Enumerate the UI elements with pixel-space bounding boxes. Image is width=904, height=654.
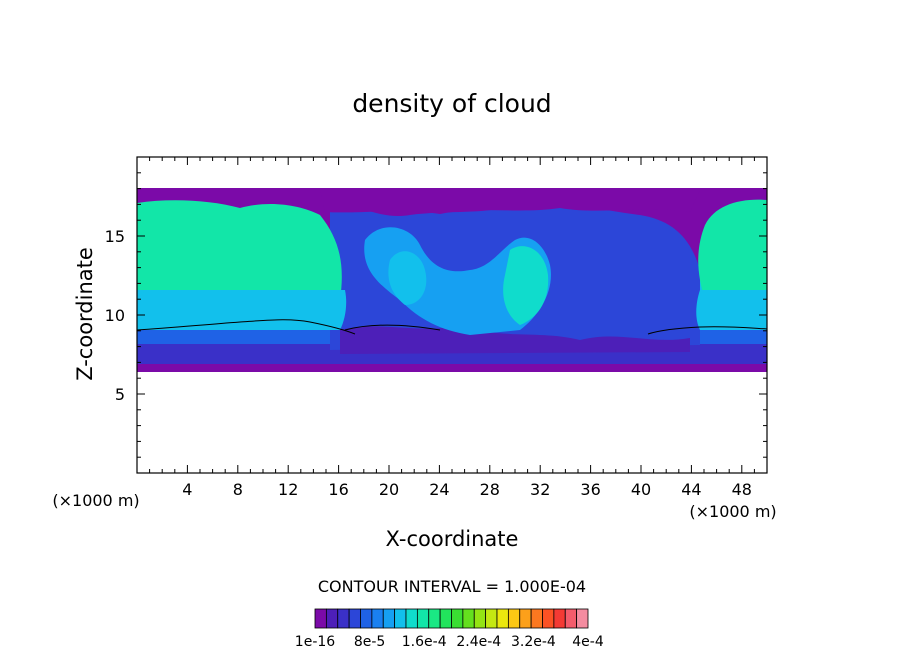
x-tick-label: 12	[278, 480, 298, 499]
colorbar-label: 1e-16	[295, 634, 335, 650]
colorbar-label: 1.6e-4	[402, 634, 447, 650]
x-unit-left: (×1000 m)	[52, 491, 139, 510]
x-tick-label: 4	[182, 480, 192, 499]
right-cloud-mass	[698, 199, 767, 300]
colorbar-label: 2.4e-4	[456, 634, 501, 650]
colorbar-swatch	[371, 608, 384, 629]
chart-title: density of cloud	[352, 89, 551, 118]
colorbar-swatch	[496, 608, 509, 629]
contour-line-center	[344, 324, 441, 331]
x-tick-label: 40	[631, 480, 651, 499]
contour-line-left	[137, 319, 356, 335]
colorbar-swatch	[564, 608, 578, 629]
colorbar-label: 4e-4	[572, 634, 604, 650]
contour-line-right	[647, 326, 767, 335]
y-axis-label: Z-coordinate	[73, 247, 97, 381]
x-tick-label: 24	[429, 480, 449, 499]
x-ticks: 4 8 12 16 20 24 28 32 36 40 44 48	[149, 157, 755, 499]
colorbar-swatch	[405, 608, 418, 629]
x-axis-label: X-coordinate	[386, 527, 519, 551]
colorbar-swatch	[530, 608, 543, 629]
colorbar-swatch	[451, 608, 464, 629]
colorbar-swatch	[485, 608, 498, 629]
colorbar-swatch	[473, 608, 487, 629]
colorbar-swatch	[576, 608, 589, 629]
colorbar-swatch	[314, 608, 327, 629]
central-dark-patches	[340, 325, 690, 354]
colorbar-swatch	[519, 608, 532, 629]
colorbar-swatch	[542, 608, 555, 629]
left-cloud-lower	[137, 290, 347, 330]
colorbar-swatch	[337, 608, 350, 629]
y-tick-label: 10	[105, 306, 125, 325]
colorbar-swatch	[382, 608, 396, 629]
right-cloud-lower	[696, 290, 767, 330]
colorbar-swatch	[394, 608, 407, 629]
colorbar-swatch	[507, 608, 521, 629]
left-cloud-mass	[137, 200, 342, 300]
colorbar-swatch	[416, 608, 430, 629]
colorbar-swatch	[348, 608, 361, 629]
x-tick-label: 20	[379, 480, 399, 499]
y-tick-label: 15	[105, 227, 125, 246]
x-tick-label: 48	[732, 480, 752, 499]
central-swirl-core-2	[388, 251, 427, 305]
colorbar-swatch	[553, 608, 566, 629]
x-tick-label: 36	[580, 480, 600, 499]
colorbar-swatch	[325, 608, 339, 629]
colorbar-swatch	[462, 608, 475, 629]
x-tick-label: 32	[530, 480, 550, 499]
top-purple-streaks	[320, 190, 700, 214]
contour-interval-text: CONTOUR INTERVAL = 1.000E-04	[318, 577, 586, 596]
colorbar-label: 8e-5	[354, 634, 385, 650]
colorbar-swatch	[360, 608, 373, 629]
x-tick-label: 8	[233, 480, 243, 499]
colorbar-swatch	[439, 608, 452, 629]
cloud-field	[137, 188, 767, 372]
y-ticks: 5 10 15	[105, 172, 767, 458]
colorbar	[314, 608, 589, 629]
x-tick-label: 16	[328, 480, 348, 499]
colorbar-swatch	[428, 608, 441, 629]
x-tick-label: 44	[681, 480, 701, 499]
x-tick-label: 28	[480, 480, 500, 499]
colorbar-label: 3.2e-4	[511, 634, 556, 650]
central-swirl-core	[503, 246, 549, 325]
y-tick-label: 5	[115, 385, 125, 404]
x-unit-right: (×1000 m)	[689, 502, 776, 521]
colorbar-labels: 1e-16 8e-5 1.6e-4 2.4e-4 3.2e-4 4e-4	[295, 634, 604, 650]
